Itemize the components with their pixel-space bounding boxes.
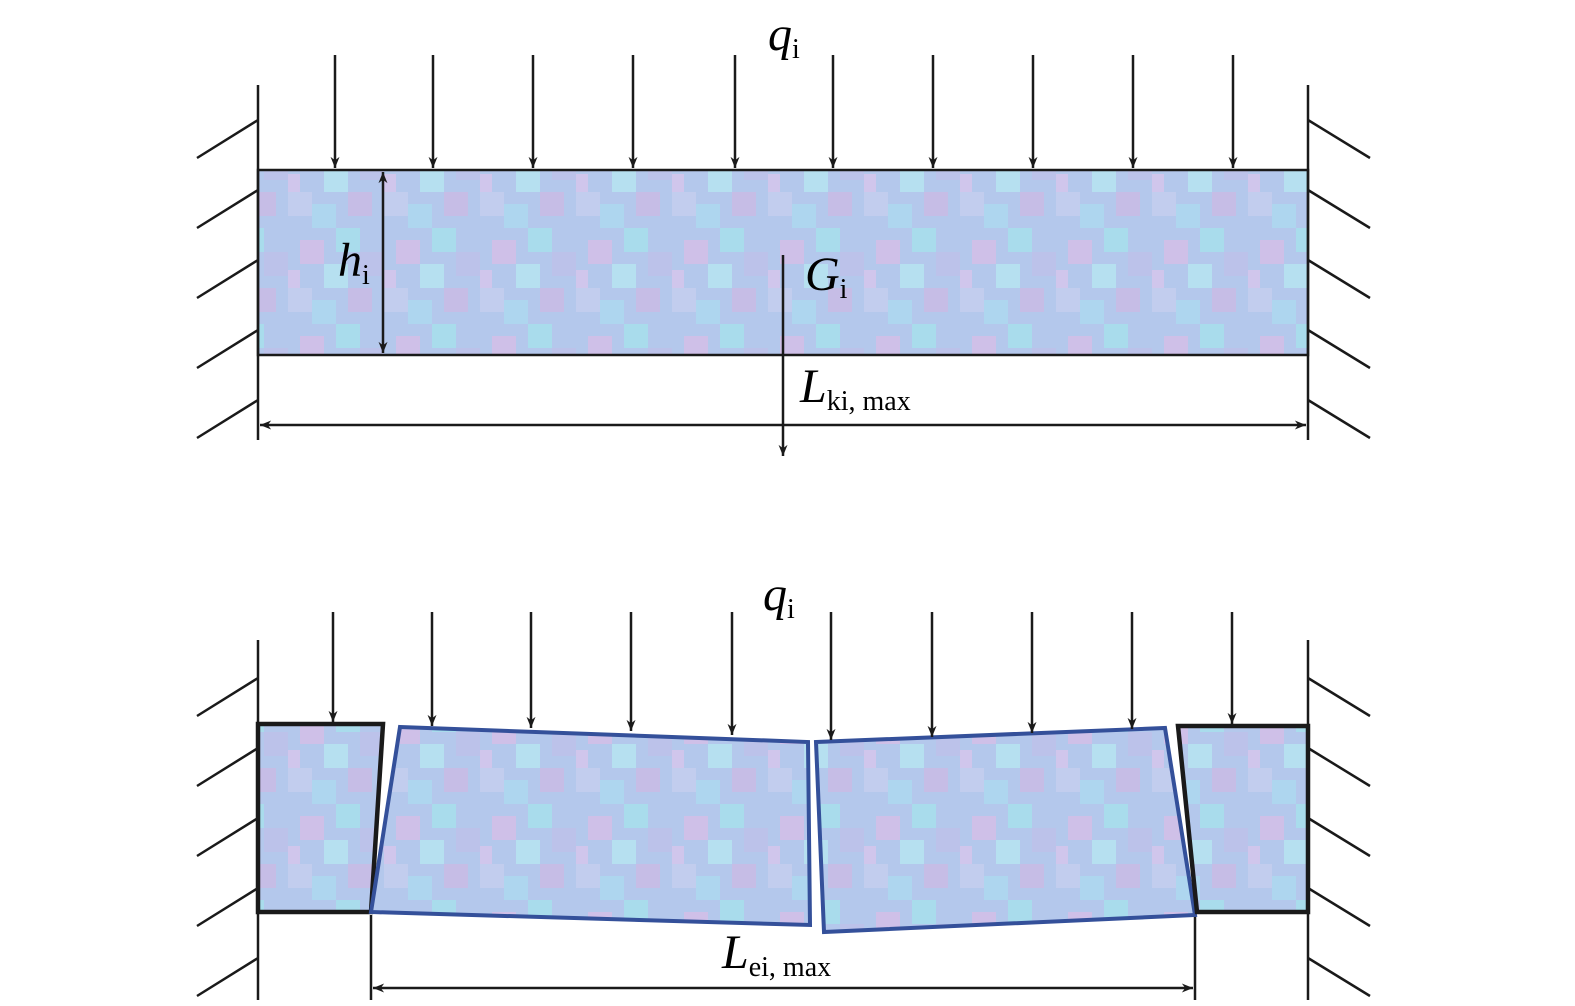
left-block: [255, 721, 386, 915]
height-label: hi: [338, 234, 370, 291]
top-figure: qi hi Gi Lki, max: [196, 8, 1371, 457]
span-label: Lei, max: [721, 926, 831, 983]
left-broken-block: [368, 724, 813, 928]
load-label: qi: [768, 8, 800, 65]
load-arrows: [330, 55, 1238, 169]
load-arrows: [328, 612, 1237, 741]
bottom-figure: qi Lei, max: [196, 568, 1371, 1000]
fixed-supports: [196, 85, 1371, 440]
right-broken-block: [813, 725, 1198, 935]
right-block: [1175, 723, 1311, 915]
load-label: qi: [763, 568, 795, 625]
weight-label: Gi: [805, 248, 848, 305]
span-label: Lki, max: [799, 360, 911, 417]
